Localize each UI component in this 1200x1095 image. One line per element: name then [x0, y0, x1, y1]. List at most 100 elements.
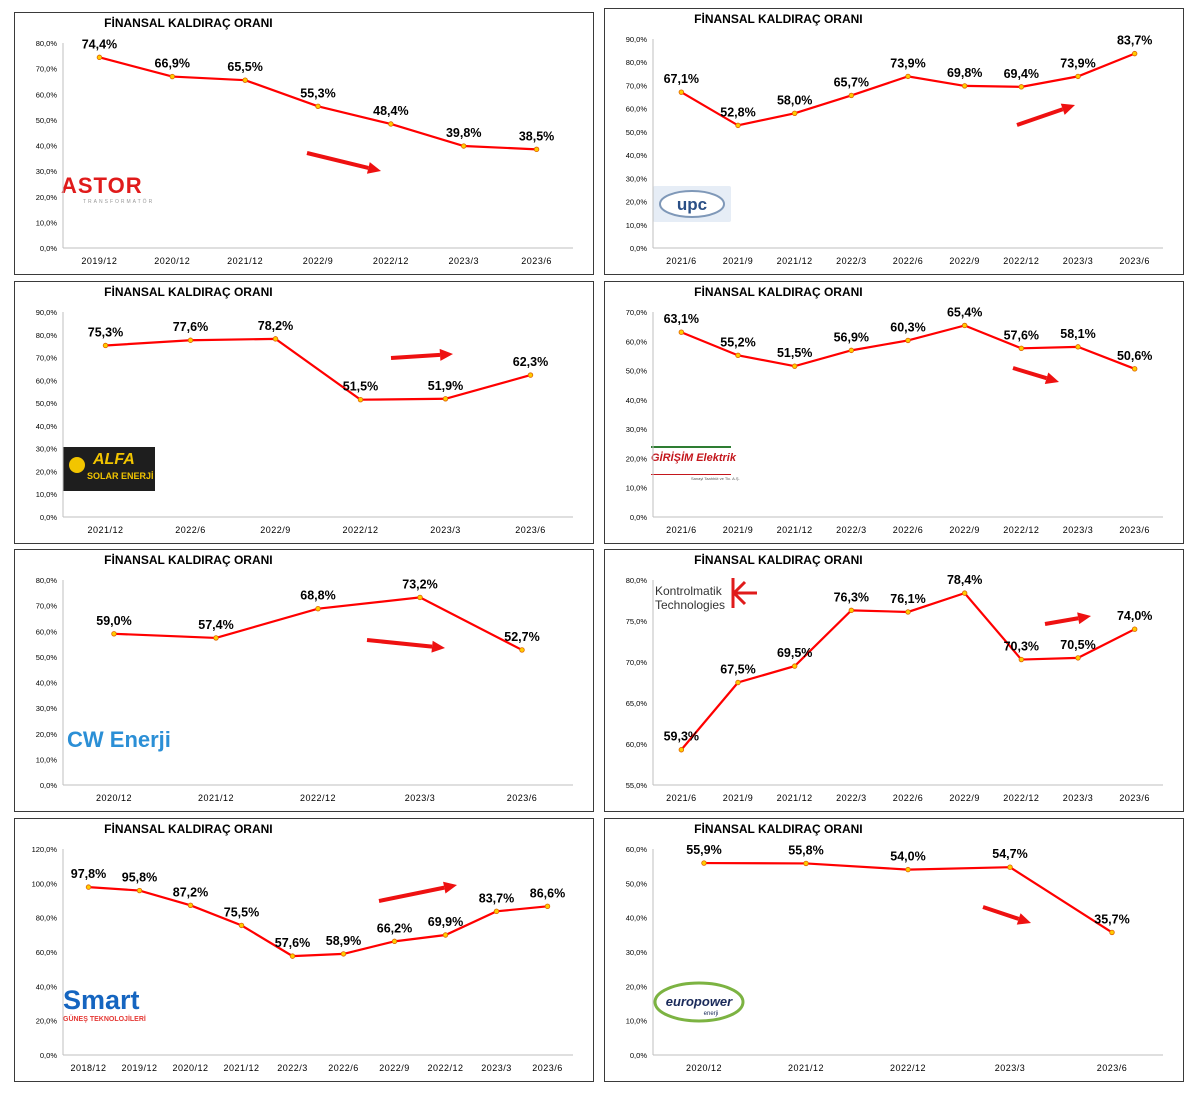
- y-tick-label: 20,0%: [626, 982, 648, 991]
- line-chart-astor: 0,0% 10,0% 20,0% 30,0% 40,0% 50,0% 60,0% 70,0% 8…: [36, 37, 573, 266]
- data-point: [442, 396, 449, 402]
- line-chart-europower: 0,0% 10,0% 20,0% 30,0% 40,0% 50,0% 60,0% 2020/1…: [626, 843, 1163, 1073]
- data-label: 65,4%: [947, 305, 982, 319]
- x-tick-label: 2022/12: [1003, 525, 1039, 535]
- trend-arrow-shaft: [306, 151, 369, 170]
- trend-arrow-icon: [439, 348, 453, 361]
- data-point: [791, 363, 798, 369]
- series-line: [88, 886, 548, 958]
- x-tick-label: 2020/12: [154, 256, 190, 266]
- chart-title: FİNANSAL KALDIRAÇ ORANI: [104, 16, 273, 30]
- data-point: [238, 922, 245, 929]
- y-tick-label: 90,0%: [626, 35, 648, 44]
- y-tick-label: 50,0%: [36, 116, 58, 125]
- y-tick-label: 70,0%: [626, 81, 648, 90]
- x-tick-label: 2021/6: [666, 256, 697, 266]
- y-tick-label: 80,0%: [626, 58, 648, 67]
- y-tick-label: 30,0%: [626, 948, 648, 957]
- kontrolmatik-logo: Kontrolmatik Technologies: [655, 578, 767, 618]
- data-point: [357, 396, 364, 403]
- smart-logo-text: Smart: [63, 985, 140, 1015]
- y-tick-label: 10,0%: [626, 1017, 648, 1026]
- y-tick-label: 80,0%: [36, 39, 58, 48]
- x-tick-label: 2022/6: [893, 793, 924, 803]
- line-chart-cw-enerji: 0,0% 10,0% 20,0% 30,0% 40,0% 50,0% 60,0% 70,0% 8…: [36, 576, 573, 803]
- girisim-elektrik-logo: GİRİŞİM Elektrik Sanayi Taahhüt ve Tic. …: [641, 442, 740, 484]
- data-label: 73,9%: [1060, 56, 1095, 70]
- line-chart-alfa-solar: 0,0% 10,0% 20,0% 30,0% 40,0% 50,0% 60,0% 70,0% 8…: [36, 308, 573, 535]
- data-label: 51,5%: [777, 346, 812, 360]
- girisim-logo-subtext: Sanayi Taahhüt ve Tic. A.Ş.: [691, 476, 740, 481]
- y-tick-label: 60,0%: [626, 845, 648, 854]
- chart-title: FİNANSAL KALDIRAÇ ORANI: [694, 822, 863, 836]
- data-label: 69,4%: [1004, 67, 1039, 81]
- data-label: 55,9%: [686, 843, 721, 857]
- y-tick-label: 50,0%: [626, 879, 648, 888]
- data-point: [961, 322, 968, 329]
- y-tick-label: 120,0%: [32, 845, 58, 854]
- data-label: 38,5%: [519, 129, 554, 143]
- y-tick-label: 40,0%: [626, 914, 648, 923]
- trend-arrow-shaft: [390, 352, 441, 360]
- data-point: [1131, 366, 1138, 372]
- series-line: [703, 861, 1113, 934]
- y-tick-label: 90,0%: [36, 308, 58, 317]
- data-label: 87,2%: [173, 885, 208, 899]
- x-tick-label: 2022/9: [949, 525, 980, 535]
- data-point: [169, 73, 175, 80]
- x-tick-label: 2022/6: [893, 525, 924, 535]
- x-tick-label: 2023/3: [1063, 256, 1094, 266]
- trend-arrow-icon: [1077, 612, 1091, 625]
- data-label: 66,2%: [377, 921, 412, 935]
- data-label: 58,0%: [777, 93, 812, 107]
- x-tick-label: 2023/3: [430, 525, 461, 535]
- data-point: [848, 347, 855, 354]
- x-tick-label: 2022/12: [300, 793, 336, 803]
- x-tick-label: 2020/12: [686, 1063, 722, 1073]
- data-point: [791, 110, 798, 117]
- x-tick-label: 2022/12: [890, 1063, 926, 1073]
- data-point: [533, 146, 540, 153]
- data-point: [111, 631, 117, 637]
- data-label: 78,4%: [947, 573, 982, 587]
- x-tick-label: 2022/6: [328, 1063, 359, 1073]
- data-label: 83,7%: [479, 891, 514, 905]
- data-label: 86,6%: [530, 886, 565, 900]
- cw-enerji-logo: CW Enerji: [67, 727, 171, 753]
- data-point: [102, 342, 109, 349]
- x-tick-label: 2023/6: [1119, 256, 1150, 266]
- y-tick-label: 20,0%: [626, 198, 648, 207]
- sun-icon: [69, 457, 85, 473]
- x-tick-label: 2022/9: [303, 256, 334, 266]
- y-tick-label: 60,0%: [626, 337, 648, 346]
- data-label: 70,5%: [1060, 638, 1095, 652]
- chart-panel-upc: FİNANSAL KALDIRAÇ ORANI upc 0,0% 10,0% 20,…: [604, 8, 1184, 275]
- x-tick-label: 2023/3: [448, 256, 479, 266]
- astor-logo-subtext: TRANSFORMATÖR: [83, 199, 155, 205]
- x-tick-label: 2022/6: [893, 256, 924, 266]
- data-point: [85, 884, 92, 890]
- data-point: [388, 121, 394, 127]
- x-tick-label: 2022/9: [379, 1063, 410, 1073]
- y-tick-label: 75,0%: [626, 617, 648, 626]
- x-tick-label: 2023/6: [1119, 793, 1150, 803]
- y-tick-label: 60,0%: [36, 90, 58, 99]
- data-label: 51,9%: [428, 379, 463, 393]
- data-point: [1131, 50, 1138, 57]
- y-tick-label: 65,0%: [626, 699, 648, 708]
- data-point: [1018, 345, 1025, 352]
- chart-title: FİNANSAL KALDIRAÇ ORANI: [694, 285, 863, 299]
- x-tick-label: 2021/9: [723, 256, 754, 266]
- data-point: [340, 951, 347, 957]
- y-tick-label: 60,0%: [36, 627, 58, 636]
- data-label: 52,7%: [504, 630, 539, 644]
- data-label: 67,5%: [720, 663, 755, 677]
- cw-logo-text: CW Enerji: [67, 727, 171, 752]
- x-tick-label: 2022/12: [342, 525, 378, 535]
- data-label: 55,2%: [720, 335, 755, 349]
- data-point: [678, 329, 685, 335]
- x-tick-label: 2021/6: [666, 793, 697, 803]
- y-tick-label: 0,0%: [40, 244, 57, 253]
- x-tick-label: 2023/3: [995, 1063, 1026, 1073]
- data-point: [905, 609, 911, 615]
